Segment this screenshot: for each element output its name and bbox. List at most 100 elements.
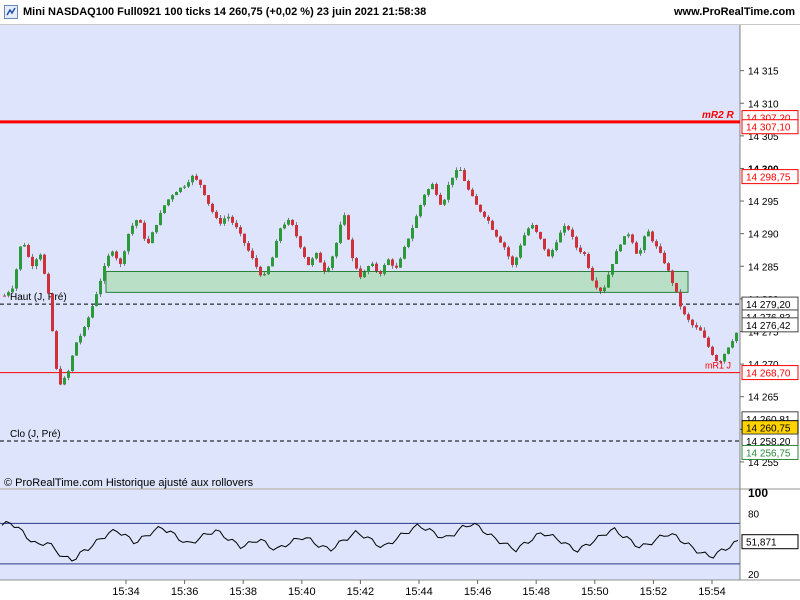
candle: [623, 236, 626, 245]
candle-body: [595, 280, 598, 288]
candle: [591, 266, 594, 282]
candle-body: [615, 251, 618, 264]
candle-body: [227, 216, 230, 219]
candle-body: [655, 241, 658, 247]
candle: [171, 194, 174, 202]
candle-body: [479, 204, 482, 212]
candle: [239, 225, 242, 237]
candle-body: [35, 259, 38, 267]
candle: [595, 277, 598, 290]
candle: [231, 215, 234, 226]
candle-body: [423, 194, 426, 206]
candle-body: [419, 205, 422, 217]
candle-body: [587, 253, 590, 268]
candle-body: [39, 254, 42, 260]
y-tick-label: 14 285: [748, 262, 779, 273]
candle-body: [79, 335, 82, 343]
candle-body: [271, 257, 274, 267]
candle-body: [711, 346, 714, 355]
candle-body: [199, 179, 202, 185]
candle: [151, 231, 154, 244]
candle: [495, 229, 498, 238]
candle-body: [191, 175, 194, 183]
x-tick-label: 15:40: [288, 586, 316, 598]
candle: [523, 232, 526, 246]
candle: [627, 232, 630, 239]
candle: [663, 250, 666, 265]
candle: [275, 239, 278, 258]
candle: [583, 250, 586, 257]
candle-body: [75, 342, 78, 356]
brand-link[interactable]: www.ProRealTime.com: [673, 6, 795, 18]
candle-body: [727, 347, 730, 354]
candle-body: [643, 236, 646, 251]
candle: [479, 204, 482, 213]
y-tick-label: 14 255: [748, 458, 779, 469]
candle-body: [159, 212, 162, 225]
candle: [499, 235, 502, 243]
candle-body: [679, 291, 682, 307]
candle: [579, 245, 582, 254]
price-chart[interactable]: mR2 R Haut (J, Pré) mR1 J Clo (J, Pré) 100 8…: [0, 25, 800, 600]
price-badge-label: 14 260,75: [746, 424, 791, 435]
candle-body: [263, 274, 266, 276]
candle: [339, 221, 342, 245]
price-panel-background: [0, 25, 740, 488]
candle-body: [167, 199, 170, 206]
candle-body: [591, 267, 594, 281]
candle-body: [203, 184, 206, 196]
candle: [51, 292, 54, 332]
candle-body: [147, 238, 150, 244]
candle: [379, 269, 382, 277]
candle-body: [359, 268, 362, 278]
candle-body: [435, 184, 438, 195]
candle-body: [611, 263, 614, 275]
candle: [299, 235, 302, 249]
candle-body: [719, 361, 722, 363]
candle-body: [139, 220, 142, 223]
candle: [359, 265, 362, 280]
candle-body: [235, 222, 238, 228]
candle: [679, 289, 682, 310]
candle-body: [647, 231, 650, 237]
candle: [507, 245, 510, 260]
candle: [711, 345, 714, 356]
candle: [519, 243, 522, 259]
candle-body: [231, 216, 234, 223]
candle: [407, 238, 410, 249]
candle-body: [275, 241, 278, 258]
y-tick-label: 14 305: [748, 132, 779, 143]
candle: [331, 255, 334, 271]
candle: [375, 261, 378, 273]
candle-body: [539, 231, 542, 239]
candle: [735, 332, 738, 344]
candle: [415, 214, 418, 229]
candle: [47, 272, 50, 295]
candle: [491, 219, 494, 231]
info-icon[interactable]: [4, 5, 18, 19]
candle: [43, 253, 46, 275]
candle-body: [639, 250, 642, 254]
candle: [547, 248, 550, 257]
candle: [167, 199, 170, 207]
candle: [443, 198, 446, 207]
candle-body: [331, 256, 334, 268]
candle-body: [347, 215, 350, 240]
candle-body: [119, 258, 122, 264]
candle-body: [63, 377, 66, 385]
candle: [223, 215, 226, 226]
candle-body: [519, 245, 522, 258]
candle: [159, 210, 162, 226]
candle-body: [131, 225, 134, 234]
candle: [311, 256, 314, 267]
candle: [371, 261, 374, 268]
candle-body: [407, 238, 410, 247]
price-badge-box: [741, 169, 799, 185]
candle-body: [387, 259, 390, 266]
oscillator-tick-label: 80: [748, 509, 760, 520]
candle: [179, 187, 182, 194]
candle: [455, 167, 458, 181]
oscillator-value-label: 51,871: [746, 538, 777, 549]
candle: [95, 291, 98, 307]
candle: [287, 217, 290, 226]
